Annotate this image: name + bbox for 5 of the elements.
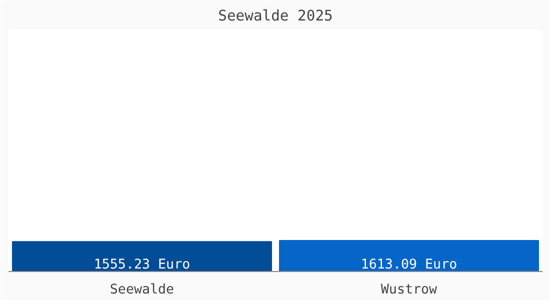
x-tick-label: Seewalde: [110, 282, 174, 298]
data-label: 1555.23 Euro: [94, 258, 190, 272]
data-label: 1613.09 Euro: [360, 258, 458, 272]
x-tick-label: Wustrow: [380, 282, 438, 298]
chart-title: Seewalde 2025: [218, 8, 333, 24]
